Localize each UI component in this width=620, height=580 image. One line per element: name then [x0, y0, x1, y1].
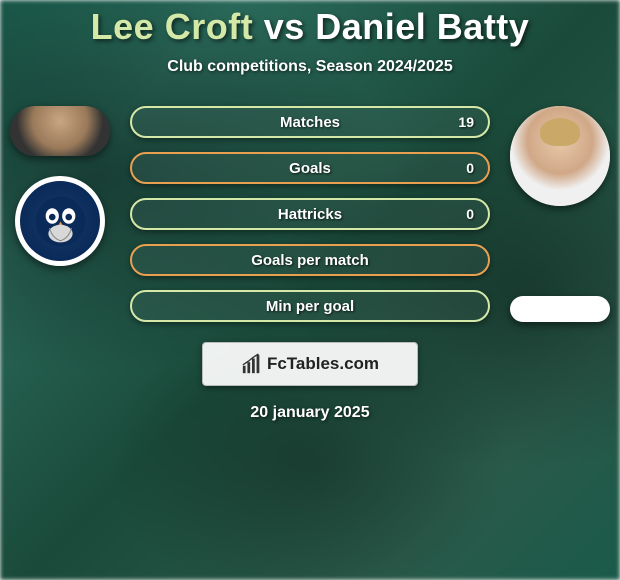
stat-value: 19 — [458, 114, 474, 130]
stats-column: Matches 19 Goals 0 Hattricks 0 Goals per match… — [120, 106, 500, 322]
title-player2: Daniel Batty — [315, 6, 529, 47]
player1-club-badge — [15, 176, 105, 266]
subtitle: Club competitions, Season 2024/2025 — [167, 58, 452, 76]
stat-label: Goals per match — [251, 252, 369, 269]
player2-face-icon — [510, 106, 610, 206]
stat-bar: Hattricks 0 — [130, 198, 490, 230]
stat-label: Hattricks — [278, 206, 342, 223]
stat-bar: Matches 19 — [130, 106, 490, 138]
stat-label: Min per goal — [266, 298, 354, 315]
title-player1: Lee Croft — [91, 6, 254, 47]
stat-bar: Min per goal — [130, 290, 490, 322]
stat-bar: Goals per match — [130, 244, 490, 276]
main-row: Matches 19 Goals 0 Hattricks 0 Goals per match… — [0, 106, 620, 322]
stat-label: Goals — [289, 160, 331, 177]
branding-badge: FcTables.com — [202, 342, 418, 386]
date-label: 20 january 2025 — [250, 404, 369, 422]
title-vs: vs — [264, 6, 305, 47]
left-side — [0, 106, 120, 266]
player2-club-badge — [510, 296, 610, 322]
stat-label: Matches — [280, 114, 340, 131]
player1-avatar — [10, 106, 110, 156]
chart-icon — [241, 353, 263, 375]
right-side — [500, 106, 620, 322]
stat-value: 0 — [466, 206, 474, 222]
stat-value: 0 — [466, 160, 474, 176]
owl-icon — [33, 194, 88, 249]
page-title: Lee Croft vs Daniel Batty — [91, 6, 530, 48]
branding-text: FcTables.com — [267, 354, 379, 374]
player2-avatar — [510, 106, 610, 206]
infographic-root: Lee Croft vs Daniel Batty Club competiti… — [0, 0, 620, 580]
stat-bar: Goals 0 — [130, 152, 490, 184]
player1-face-icon — [10, 106, 110, 156]
